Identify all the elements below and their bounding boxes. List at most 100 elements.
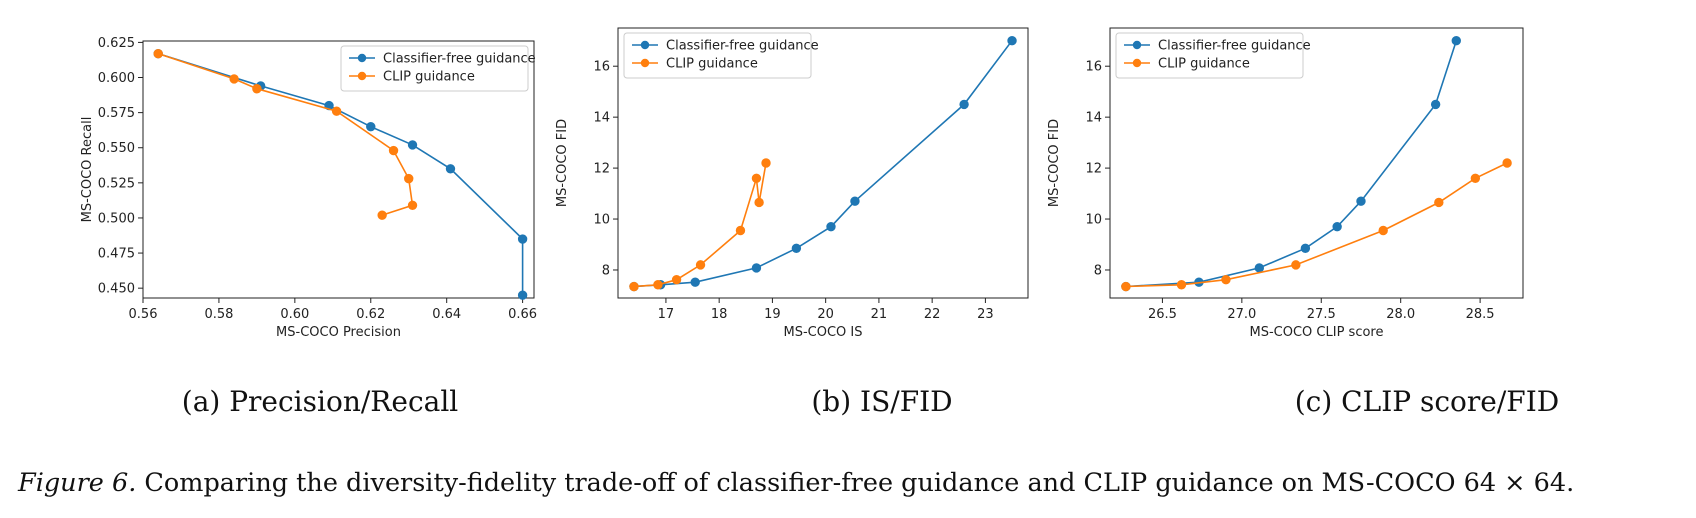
data-point-clip [331,106,342,116]
plot-frame [1109,27,1524,299]
data-point-clip [754,197,764,208]
y-tick-label: 16 [593,60,610,75]
x-tick-label: 0.56 [129,307,158,322]
plot-frame [142,40,535,299]
x-tick-label: 27.0 [1227,307,1256,322]
x-tick-label: 21 [871,307,888,322]
data-point-clip [252,84,262,94]
legend-swatch-marker [1132,40,1142,50]
data-point-clip [377,210,387,220]
x-tick-label: 28.0 [1386,307,1415,322]
data-point-clip [671,274,682,285]
legend-box [623,32,812,79]
data-point-classifier-free [826,221,836,232]
y-tick-label: 10 [593,213,610,228]
x-tick-label: 28.5 [1466,307,1495,322]
data-point-clip [1221,274,1231,285]
chart-is-fid: 17 18 19 20 21 22 23 8 10 12 14 16 MS-COCO IS MS-COCO… [555,0,1120,380]
series-line-classifier-free [157,52,524,296]
data-point-clip [153,48,163,59]
y-tick-label: 16 [1085,60,1102,75]
y-tick-label: 0.600 [98,71,135,86]
data-point-classifier-free [1356,196,1366,206]
x-tick-label: 23 [977,307,994,322]
chart-svg-clip-fid: 26.5 27.0 27.5 28.0 28.5 8 10 12 14 16 MS-COCO CLI… [1047,27,1524,340]
data-point-classifier-free [959,99,969,110]
legend-swatch-marker [357,53,367,63]
data-point-classifier-free [366,121,376,132]
data-point-classifier-free [1254,263,1265,273]
chart-svg-is-fid: 17 18 19 20 21 22 23 8 10 12 14 16 MS-COCO IS MS-COCO… [555,27,1029,340]
data-point-clip [653,280,663,290]
x-axis-label: MS-COCO IS [784,325,863,340]
x-axis-label: MS-COCO CLIP score [1250,325,1384,340]
x-tick-label: 22 [924,307,941,322]
data-point-classifier-free [791,243,802,254]
x-tick-label: 26.5 [1148,307,1177,322]
legend-swatch-marker [640,40,650,50]
legend-label: CLIP guidance [383,70,475,85]
data-point-classifier-free [407,140,418,150]
data-point-clip [1502,158,1512,168]
y-axis-label: MS-COCO FID [1047,119,1062,207]
y-tick-label: 0.450 [98,282,135,297]
x-tick-label: 19 [764,307,781,322]
series-line-clip [1125,162,1508,288]
plot-frame [617,27,1029,299]
data-point-classifier-free [751,263,762,273]
y-tick-label: 0.525 [98,176,135,191]
legend-swatch-marker [640,58,650,68]
data-point-classifier-free [850,196,860,206]
legend-box [1115,32,1304,79]
x-tick-label: 0.58 [204,307,233,322]
x-tick-label: 0.62 [356,307,385,322]
y-tick-label: 0.475 [98,247,135,262]
data-point-clip [1121,281,1131,292]
data-point-classifier-free [1430,99,1441,110]
data-point-clip [404,173,414,184]
data-point-clip [751,173,762,183]
x-tick-label: 0.64 [432,307,461,322]
y-tick-label: 14 [593,111,610,126]
legend-label: Classifier-free guidance [383,52,536,67]
data-point-classifier-free [517,234,528,244]
data-point-clip [695,260,706,270]
legend-label: Classifier-free guidance [666,39,819,54]
y-tick-label: 0.575 [98,106,135,121]
chart-clip-fid: 26.5 27.0 27.5 28.0 28.5 8 10 12 14 16 MS-COCO CLI… [1047,0,1690,380]
figure-caption-text: Comparing the diversity-fidelity trade-o… [136,468,1575,498]
figure-caption-label: Figure 6. [18,468,137,498]
data-point-classifier-free [445,164,456,174]
data-point-classifier-free [690,277,700,287]
data-point-classifier-free [1451,36,1461,46]
legend-swatch-marker [357,71,367,81]
data-point-clip [629,281,639,292]
subcaption-c: (c) CLIP score/FID [1294,385,1560,418]
x-tick-label: 17 [658,307,675,322]
chart-svg-precision-recall: 0.56 0.58 0.60 0.62 0.64 0.66 0.450 0.475 0.500 0… [80,36,537,340]
data-point-clip [1470,173,1481,183]
legend-box [340,45,529,92]
series-line-classifier-free [1125,40,1458,288]
x-tick-label: 20 [817,307,834,322]
subcaption-b: (b) IS/FID [811,385,953,418]
y-tick-label: 0.500 [98,211,135,226]
data-point-clip [407,200,418,211]
figure-caption: Figure 6. Comparing the diversity-fideli… [18,468,1688,498]
data-point-clip [1378,225,1388,236]
data-point-classifier-free [1300,243,1311,254]
legend-swatch-marker [1132,58,1142,68]
y-tick-label: 10 [1085,213,1102,228]
data-point-clip [388,145,399,156]
data-point-clip [1291,260,1301,270]
y-axis-label: MS-COCO Recall [80,117,95,223]
x-tick-label: 0.60 [280,307,309,322]
x-tick-label: 27.5 [1307,307,1336,322]
data-point-clip [761,158,771,168]
y-tick-label: 8 [1094,263,1102,278]
legend-label: CLIP guidance [1158,57,1250,72]
y-tick-label: 14 [1085,111,1102,126]
data-point-clip [1434,197,1444,208]
subcaption-a: (a) Precision/Recall [181,385,459,418]
